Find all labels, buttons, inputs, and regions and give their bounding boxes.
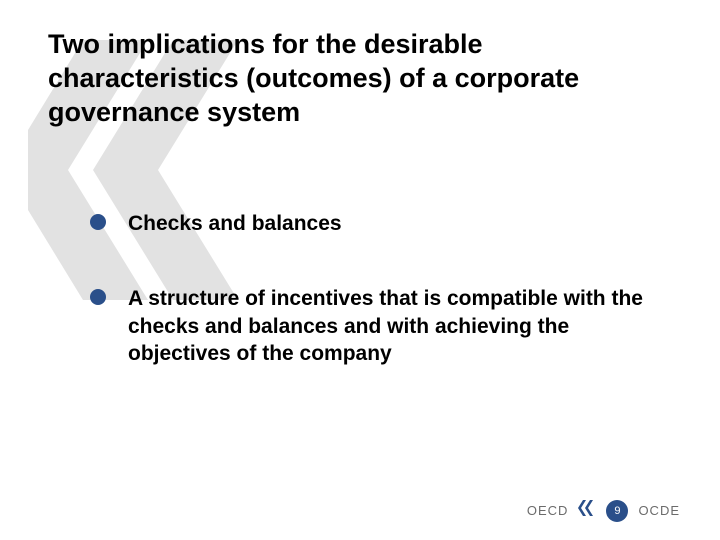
bullet-item: A structure of incentives that is compat… xyxy=(90,285,660,367)
slide-title: Two implications for the desirable chara… xyxy=(48,28,680,129)
bullet-dot-icon xyxy=(90,214,106,230)
slide: Two implications for the desirable chara… xyxy=(0,0,720,540)
bullet-text: A structure of incentives that is compat… xyxy=(128,285,660,367)
footer: OECD 9 OCDE xyxy=(527,499,680,522)
bullet-dot-icon xyxy=(90,289,106,305)
footer-left-label: OECD xyxy=(527,503,569,518)
footer-right-label: OCDE xyxy=(638,503,680,518)
bullet-item: Checks and balances xyxy=(90,210,660,237)
bullet-text: Checks and balances xyxy=(128,210,660,237)
footer-chevron-icon xyxy=(578,499,596,522)
page-number-badge: 9 xyxy=(606,500,628,522)
bullet-list: Checks and balances A structure of incen… xyxy=(90,210,660,415)
